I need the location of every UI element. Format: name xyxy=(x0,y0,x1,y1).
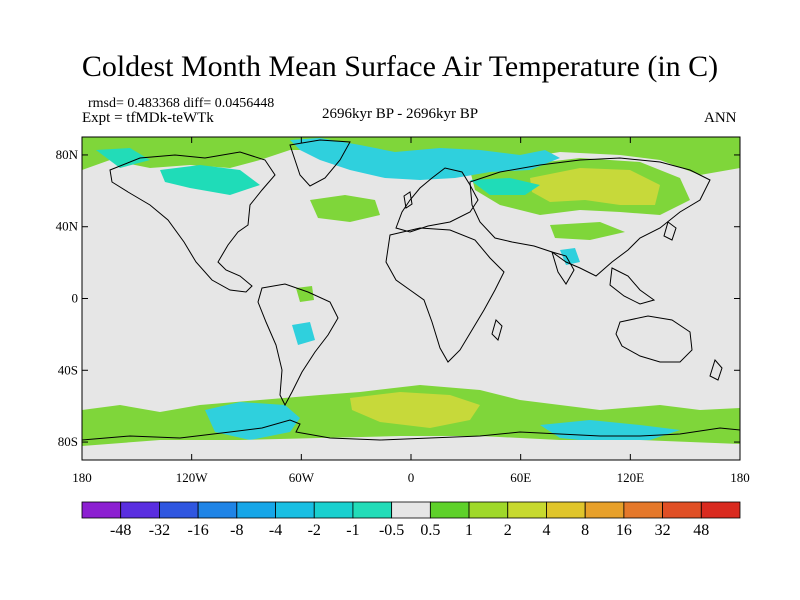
experiment-label: Expt = tfMDk-teWTk xyxy=(82,110,214,126)
coast-antarctica xyxy=(82,419,740,441)
colorbar: -48 -32 -16 -8 -4 -2 -1 -0.5 0.5 1 2 4 8 16 32 48 xyxy=(81,501,741,539)
colorbar-label: 1 xyxy=(465,522,473,539)
field-siberia-yellow xyxy=(530,168,660,205)
lon-label: 120W xyxy=(176,470,209,485)
colorbar-swatch xyxy=(391,501,431,519)
anomaly-field xyxy=(82,137,740,460)
colorbar-swatch xyxy=(700,501,741,519)
colorbar-label: -16 xyxy=(187,522,208,539)
colorbar-swatch xyxy=(584,501,625,519)
field-southern-cyan-indian xyxy=(540,420,680,442)
coast-southeast-asia xyxy=(609,267,656,305)
colorbar-swatch xyxy=(429,501,470,519)
field-southern-cyan-pacific xyxy=(205,402,300,440)
field-na-aqua xyxy=(160,165,260,195)
lon-label: 0 xyxy=(408,470,415,485)
field-sa-green xyxy=(296,286,314,302)
colorbar-swatch xyxy=(236,501,276,519)
colorbar-swatch xyxy=(546,501,586,519)
field-greenland-cyan xyxy=(290,138,560,180)
colorbar-swatch xyxy=(662,501,702,519)
colorbar-swatch xyxy=(507,501,547,519)
colorbar-swatch xyxy=(275,501,315,519)
colorbar-label: 2 xyxy=(504,522,512,539)
field-atlantic-green xyxy=(310,195,380,222)
field-arctic-aqua xyxy=(470,178,540,195)
colorbar-label: 32 xyxy=(655,522,671,539)
season-label: ANN xyxy=(704,110,737,126)
field-antarctic-grey xyxy=(82,436,740,460)
period-label: 2696kyr BP - 2696kyr BP xyxy=(322,106,479,122)
lon-label: 180 xyxy=(730,470,750,485)
coast-africa xyxy=(385,227,505,363)
lon-label: 180 xyxy=(72,470,92,485)
coast-europe xyxy=(395,167,479,233)
colorbar-label: -0.5 xyxy=(379,522,404,539)
coast-japan xyxy=(663,221,677,241)
coast-madagascar xyxy=(491,319,503,341)
lat-label: 80S xyxy=(58,434,78,449)
lon-label: 60W xyxy=(289,470,315,485)
colorbar-swatch xyxy=(159,501,199,519)
colorbar-swatch xyxy=(120,501,160,519)
colorbar-label: 48 xyxy=(693,522,709,539)
colorbar-swatch xyxy=(352,501,393,519)
colorbar-label: 16 xyxy=(616,522,632,539)
colorbar-label: 0.5 xyxy=(420,522,440,539)
field-pacific-aqua xyxy=(96,148,150,168)
coast-south-america xyxy=(257,283,339,407)
colorbar-swatch xyxy=(623,501,663,519)
colorbar-label: -4 xyxy=(269,522,282,539)
coast-asia xyxy=(469,157,711,277)
lat-label: 0 xyxy=(72,291,79,306)
colorbar-swatch xyxy=(197,501,238,519)
field-asia-spot xyxy=(550,222,625,240)
colorbar-label: -1 xyxy=(346,522,359,539)
colorbar-swatch xyxy=(468,501,509,519)
lat-label: 40S xyxy=(58,362,78,377)
lon-label: 120E xyxy=(617,470,645,485)
lat-label: 40N xyxy=(56,219,79,234)
lat-label: 80N xyxy=(56,147,79,162)
field-sa-cyan xyxy=(292,322,315,345)
coast-india xyxy=(551,251,575,285)
colorbar-label: -8 xyxy=(230,522,243,539)
coastlines xyxy=(82,139,740,441)
coast-north-america xyxy=(109,151,276,293)
colorbar-label: 4 xyxy=(542,522,550,539)
colorbar-swatch xyxy=(81,501,122,519)
coast-new-zealand xyxy=(709,358,723,381)
colorbar-label: -32 xyxy=(149,522,170,539)
latitude-axis: 80N 40N 0 40S 80S xyxy=(56,147,740,449)
coast-greenland xyxy=(289,139,351,187)
colorbar-label: -48 xyxy=(110,522,131,539)
lon-label: 60E xyxy=(510,470,531,485)
longitude-axis: 180 120W 60W 0 60E 120E 180 xyxy=(72,137,750,485)
colorbar-swatch xyxy=(313,501,354,519)
field-southern-yellow xyxy=(350,392,480,428)
colorbar-label: 8 xyxy=(581,522,589,539)
coast-australia xyxy=(615,315,693,363)
stats-label: rmsd= 0.483368 diff= 0.0456448 xyxy=(88,96,275,111)
colorbar-label: -2 xyxy=(308,522,321,539)
coast-uk xyxy=(403,191,413,209)
chart-title: Coldest Month Mean Surface Air Temperatu… xyxy=(81,50,719,83)
